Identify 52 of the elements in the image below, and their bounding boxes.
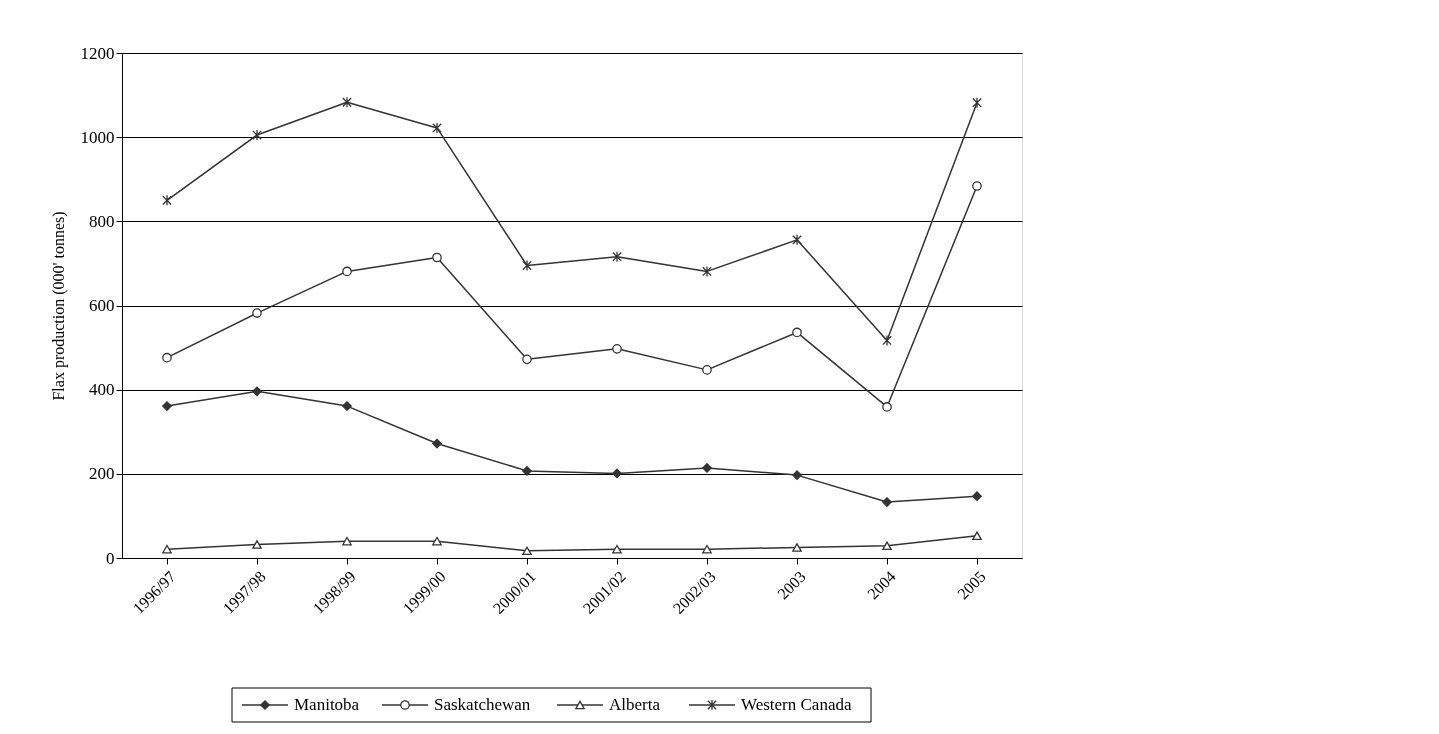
point	[522, 466, 532, 476]
point	[342, 96, 352, 108]
point	[342, 266, 352, 277]
point	[162, 352, 172, 363]
point	[792, 470, 802, 480]
point	[612, 344, 622, 354]
point	[702, 544, 712, 554]
point	[882, 541, 892, 551]
point	[882, 402, 892, 412]
point	[612, 544, 622, 554]
point	[972, 96, 982, 109]
point	[882, 334, 892, 347]
point	[972, 531, 982, 540]
point	[432, 536, 442, 546]
point	[432, 252, 442, 263]
y-tick-label: 800	[89, 211, 115, 231]
point	[972, 181, 982, 191]
point	[432, 438, 442, 449]
y-tick-label: 200	[89, 464, 115, 484]
point	[162, 544, 172, 554]
point	[702, 463, 712, 473]
point	[882, 497, 892, 507]
point	[162, 401, 172, 411]
point	[522, 259, 532, 272]
legend-label: Saskatchewan	[434, 695, 531, 714]
point	[252, 129, 262, 141]
point	[252, 540, 262, 549]
y-tick-label: 1000	[80, 127, 115, 147]
point	[252, 308, 262, 318]
point	[702, 365, 712, 375]
point	[432, 122, 442, 134]
point	[792, 543, 802, 552]
point	[702, 265, 712, 278]
y-tick-label: 0	[106, 548, 115, 568]
y-tick-label: 1200	[80, 43, 115, 63]
y-tick-label: 600	[89, 296, 115, 315]
point	[252, 386, 262, 397]
legend-label: Western Canada	[741, 695, 852, 714]
legend-label: Manitoba	[294, 695, 360, 714]
y-axis-title: Flax production (000' tonnes)	[49, 211, 68, 401]
point	[612, 468, 622, 479]
point	[792, 234, 802, 246]
point	[342, 401, 352, 411]
point	[522, 354, 532, 365]
point	[162, 194, 172, 206]
point	[792, 327, 802, 338]
legend-label: Alberta	[609, 695, 661, 714]
point	[972, 491, 982, 501]
y-tick-label: 400	[89, 380, 115, 400]
point	[522, 546, 532, 556]
point	[612, 251, 622, 263]
point	[342, 536, 352, 546]
